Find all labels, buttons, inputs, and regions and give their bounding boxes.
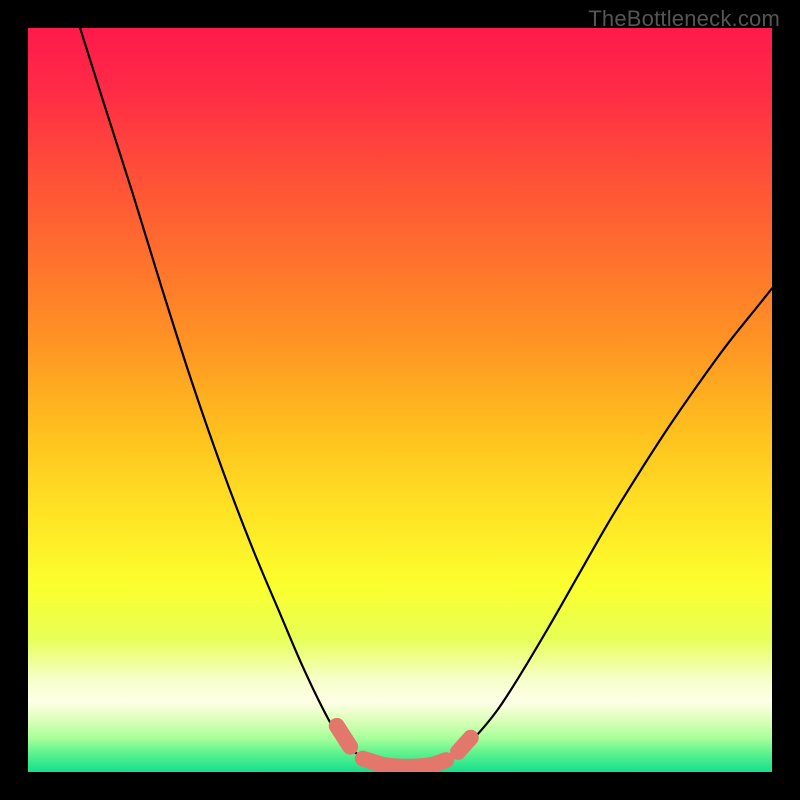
optimal-marker-segment-2 xyxy=(458,738,471,752)
chart-svg xyxy=(28,28,772,772)
optimal-marker-segment-1 xyxy=(363,759,446,767)
watermark-text: TheBottleneck.com xyxy=(588,6,780,32)
plot-area xyxy=(28,28,772,772)
chart-frame: TheBottleneck.com xyxy=(0,0,800,800)
optimal-marker-segment-0 xyxy=(337,726,350,747)
